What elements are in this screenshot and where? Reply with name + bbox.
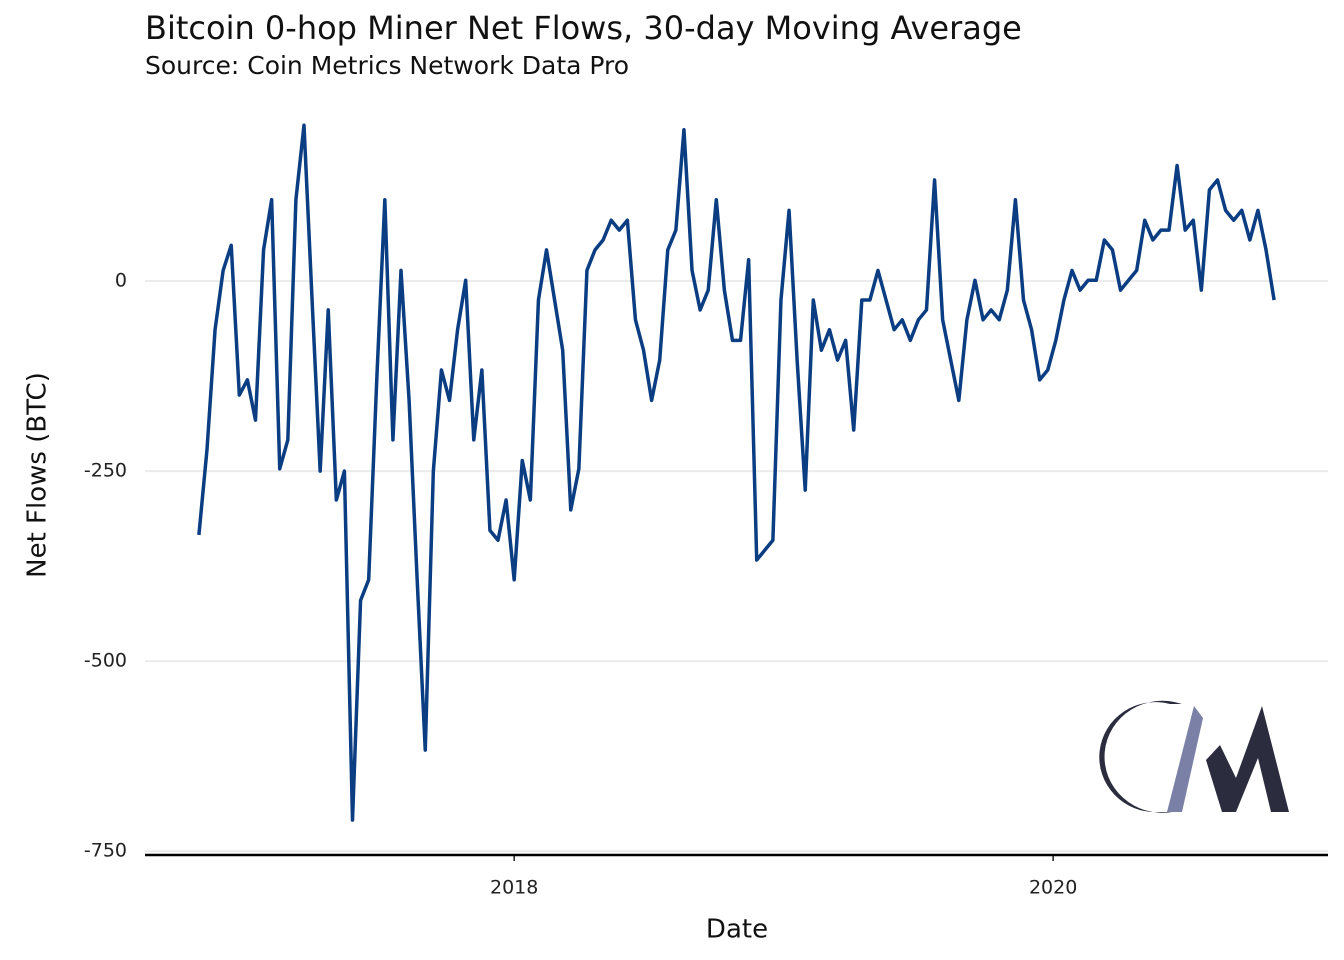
y-tick-label: 0 bbox=[115, 270, 127, 292]
x-axis-label: Date bbox=[706, 915, 768, 945]
data-line bbox=[197, 123, 1276, 822]
grid bbox=[145, 280, 1328, 853]
x-tick-label: 2020 bbox=[1029, 877, 1077, 899]
chart-subtitle: Source: Coin Metrics Network Data Pro bbox=[145, 51, 629, 80]
chart-title: Bitcoin 0-hop Miner Net Flows, 30-day Mo… bbox=[145, 9, 1022, 47]
logo bbox=[1099, 700, 1289, 813]
y-tick-label: -250 bbox=[84, 460, 127, 482]
logo-slash bbox=[1167, 706, 1203, 812]
y-axis-label: Net Flows (BTC) bbox=[23, 372, 53, 578]
logo-m bbox=[1206, 706, 1289, 812]
x-tick-label: 2018 bbox=[490, 877, 538, 899]
y-tick-label: -750 bbox=[84, 840, 127, 862]
y-tick-label: -500 bbox=[84, 650, 127, 672]
logo-c bbox=[1099, 700, 1182, 813]
